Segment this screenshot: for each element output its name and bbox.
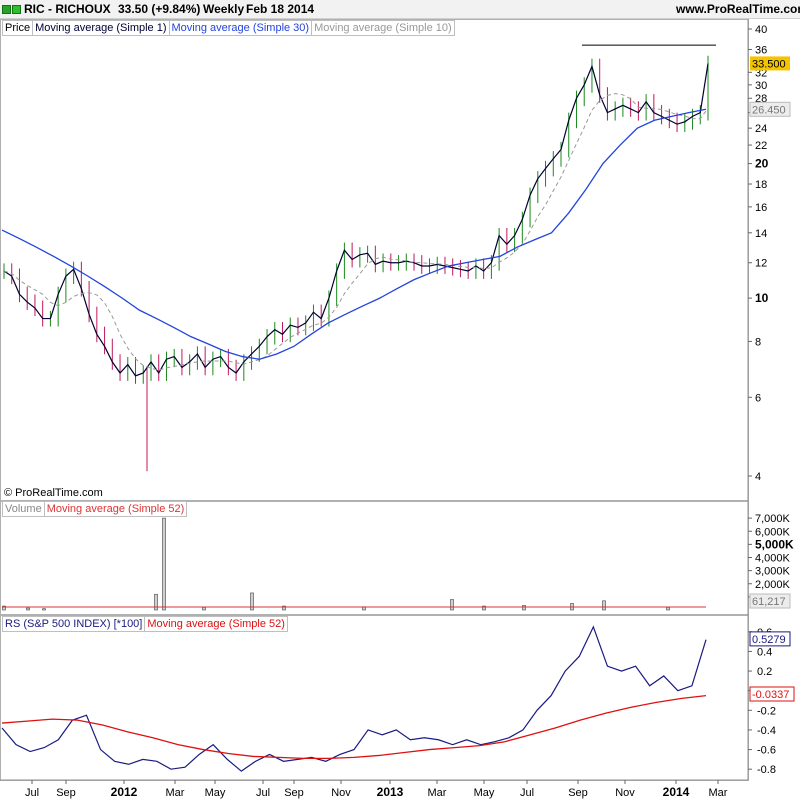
rs-ma-value-badge (749, 686, 795, 702)
rs-tick-label: -0.2 (757, 705, 776, 717)
x-tick-label: Nov (615, 787, 635, 799)
x-tick-label: Jul (256, 787, 270, 799)
volume-bar (522, 605, 526, 611)
ma30-value-label: 26.450 (752, 104, 786, 116)
rs-line (1, 625, 707, 772)
legend-ma30[interactable]: Moving average (Simple 30) (168, 20, 313, 36)
volume-bar (42, 608, 46, 611)
rs-tick-label: 0.4 (757, 646, 772, 658)
volume-bar (202, 607, 206, 611)
volume-bar (154, 593, 158, 611)
rs-tick-label: -0.6 (757, 745, 776, 757)
x-tick-label: Sep (56, 787, 76, 799)
volume-tick-label: 2,000K (755, 579, 791, 591)
legend-vol-ma[interactable]: Moving average (Simple 52) (43, 501, 188, 517)
volume-tick-label: 3,000K (755, 566, 791, 578)
rs-tick-label: 0.2 (757, 666, 772, 678)
x-tick-label: May (205, 787, 226, 799)
rs-tick-label: -0.4 (757, 725, 776, 737)
copyright-label: © ProRealTime.com (4, 487, 103, 499)
x-tick-label: Sep (284, 787, 304, 799)
legend-rs-ma[interactable]: Moving average (Simple 52) (144, 616, 288, 632)
x-tick-label: Jul (520, 787, 534, 799)
legend-volume[interactable]: Volume (2, 501, 45, 517)
volume-avg-label: 61,217 (752, 596, 786, 608)
price-tick-label: 18 (755, 179, 767, 191)
ma30-value-badge (749, 101, 791, 117)
symbol-title: RIC - RICHOUX (24, 2, 111, 16)
legend-rs[interactable]: RS (S&P 500 INDEX) [*100] (2, 616, 146, 632)
last-price-label: 33.500 (752, 58, 786, 70)
volume-tick-label: 7,000K (755, 513, 791, 525)
volume-tick-label: 6,000K (755, 526, 791, 538)
x-tick-label: Nov (331, 787, 351, 799)
price-change: 33.50 (+9.84%) (118, 2, 201, 16)
site-label: www.ProRealTime.com (676, 2, 800, 16)
price-tick-label: 14 (755, 228, 767, 240)
up-square-icon (2, 5, 11, 14)
price-tick-label: 36 (755, 44, 767, 56)
x-tick-label: Sep (568, 787, 588, 799)
x-tick-label: Mar (709, 787, 728, 799)
volume-bar (282, 605, 286, 611)
date-label: Feb 18 2014 (246, 2, 315, 16)
rs-ma-line (1, 694, 707, 760)
x-tick-label: May (474, 787, 495, 799)
volume-tick-label: 5,000K (755, 537, 794, 551)
x-tick-label: Mar (428, 787, 447, 799)
up-square-icon (12, 5, 21, 14)
volume-bar (482, 605, 486, 611)
volume-bar (450, 599, 454, 611)
x-tick-label: 2013 (377, 785, 404, 799)
ma10-line (3, 93, 709, 371)
title-bar: RIC - RICHOUX 33.50 (+9.84%) Weekly Feb … (0, 0, 800, 19)
volume-bar (26, 607, 30, 611)
price-legend: Price Moving average (Simple 1) Moving ave… (2, 20, 455, 36)
price-tick-label: 22 (755, 140, 767, 152)
rs-legend: RS (S&P 500 INDEX) [*100] Moving average … (2, 616, 288, 632)
price-tick-label: 4 (755, 471, 761, 483)
rs-value-label: 0.5279 (752, 634, 786, 646)
last-price-badge (750, 56, 790, 71)
volume-bar (2, 605, 6, 611)
legend-ma1[interactable]: Moving average (Simple 1) (32, 20, 170, 36)
price-tick-label: 24 (755, 123, 767, 135)
x-tick-label: 2014 (663, 785, 690, 799)
volume-bar (666, 607, 670, 611)
volume-tick-label: 4,000K (755, 553, 791, 565)
x-tick-label: Mar (166, 787, 185, 799)
price-tick-label: 8 (755, 336, 761, 348)
x-tick-label: Jul (25, 787, 39, 799)
volume-bar (162, 517, 166, 611)
panel-frame-2 (0, 501, 749, 615)
volume-bar (250, 592, 254, 611)
price-tick-label: 6 (755, 392, 761, 404)
rs-tick-label: -0.8 (757, 764, 776, 776)
volume-legend: Volume Moving average (Simple 52) (2, 501, 188, 517)
price-tick-label: 40 (755, 24, 767, 36)
volume-avg-badge (749, 593, 791, 609)
period-label: Weekly (203, 2, 245, 16)
x-tick-label: 2012 (111, 785, 138, 799)
ma1-line (3, 63, 709, 377)
panel-frame-1 (0, 19, 749, 501)
price-tick-label: 16 (755, 202, 767, 214)
volume-bar (602, 600, 606, 611)
price-tick-label: 20 (755, 157, 769, 171)
rs-value-badge (749, 631, 791, 647)
price-tick-label: 30 (755, 80, 767, 92)
price-tick-label: 10 (755, 291, 769, 305)
price-tick-label: 12 (755, 258, 767, 270)
ma30-line (1, 108, 707, 360)
legend-price[interactable]: Price (2, 20, 34, 36)
legend-ma10[interactable]: Moving average (Simple 10) (311, 20, 455, 36)
rs-ma-value-label: -0.0337 (752, 689, 789, 701)
